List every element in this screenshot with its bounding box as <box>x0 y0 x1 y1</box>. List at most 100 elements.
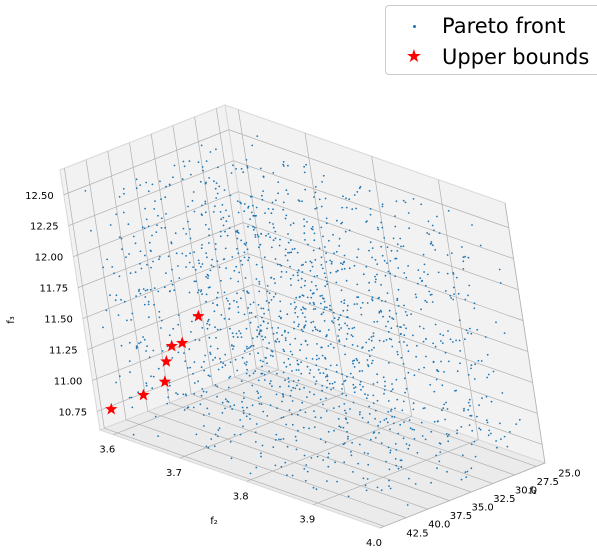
pareto-point <box>371 299 374 302</box>
pareto-point <box>189 252 192 255</box>
pareto-point <box>246 291 249 294</box>
pareto-point <box>447 330 449 332</box>
pareto-point <box>102 326 104 329</box>
pareto-point <box>208 413 211 415</box>
pareto-point <box>252 344 255 347</box>
pareto-point <box>391 383 393 385</box>
z-tick-label: 12.25 <box>30 222 59 233</box>
pareto-point <box>385 460 387 463</box>
pareto-point <box>427 273 429 276</box>
pareto-point <box>272 226 275 229</box>
pareto-point <box>393 416 396 418</box>
pareto-point <box>319 372 321 374</box>
x-gridline-wall <box>150 134 192 395</box>
pareto-point <box>314 328 317 331</box>
pareto-point <box>148 241 151 244</box>
pareto-point <box>314 416 317 418</box>
y-gridline-wall <box>504 202 546 464</box>
pareto-point <box>458 339 461 342</box>
pareto-point <box>366 359 369 361</box>
pareto-point <box>411 428 414 431</box>
pareto-point <box>250 345 253 347</box>
pareto-point <box>470 332 473 335</box>
pareto-point <box>394 443 397 445</box>
pareto-point <box>254 370 257 373</box>
pareto-point <box>402 199 405 202</box>
pareto-point <box>499 282 502 284</box>
pareto-point <box>207 374 210 377</box>
pareto-point <box>258 283 261 285</box>
pareto-point <box>287 251 289 254</box>
x-tick-label: 27.5 <box>537 477 559 488</box>
pareto-point <box>333 429 335 432</box>
pareto-point <box>428 290 431 293</box>
pareto-point <box>215 148 217 151</box>
pareto-point <box>183 165 186 168</box>
pareto-point <box>405 443 408 445</box>
pareto-point <box>193 361 196 363</box>
pareto-point <box>106 258 108 261</box>
pareto-point <box>262 360 264 363</box>
pareto-point <box>271 201 274 204</box>
pareto-point <box>310 296 313 299</box>
pareto-point <box>388 485 390 487</box>
pareto-point <box>273 278 275 280</box>
pareto-point <box>470 364 473 367</box>
pareto-point <box>134 242 137 245</box>
pareto-point <box>278 315 281 318</box>
pareto-point <box>147 190 150 193</box>
pareto-point <box>114 299 117 302</box>
pareto-point <box>214 205 216 208</box>
pareto-point <box>312 292 315 295</box>
pareto-point <box>418 368 420 371</box>
pareto-point <box>434 323 437 326</box>
pareto-point <box>304 316 306 318</box>
pareto-point <box>441 342 444 344</box>
pareto-point <box>300 264 303 267</box>
pareto-point <box>309 269 312 272</box>
pareto-point <box>300 277 303 280</box>
pareto-point <box>160 227 163 229</box>
pareto-point <box>365 489 368 492</box>
pareto-point <box>240 380 243 382</box>
pareto-point <box>327 465 330 468</box>
pareto-point <box>260 329 263 332</box>
pareto-point <box>365 341 368 344</box>
pareto-point <box>430 241 433 243</box>
pareto-point <box>423 407 426 409</box>
pareto-point <box>324 197 327 200</box>
pareto-point <box>339 314 342 317</box>
pareto-point <box>321 294 323 297</box>
pareto-point <box>384 274 387 277</box>
upper-bound-star <box>137 388 150 401</box>
pareto-point <box>370 362 373 365</box>
pareto-point <box>351 344 354 346</box>
pareto-point <box>374 281 377 283</box>
pareto-point <box>295 439 298 442</box>
pareto-point <box>157 214 159 217</box>
pareto-point <box>351 441 353 444</box>
pareto-point <box>325 368 327 370</box>
pareto-point <box>325 217 328 220</box>
pareto-point <box>410 313 412 315</box>
pareto-point <box>137 391 140 394</box>
pareto-point <box>345 412 347 415</box>
pareto-point <box>388 468 391 471</box>
pareto-point <box>280 465 283 468</box>
pareto-point <box>265 357 267 359</box>
pareto-point <box>259 330 261 333</box>
pareto-point <box>284 339 287 342</box>
pareto-point <box>392 237 395 240</box>
pareto-point <box>327 345 330 347</box>
pareto-point <box>363 451 366 454</box>
pareto-point <box>455 339 457 342</box>
pareto-point <box>298 388 301 391</box>
pareto-point <box>250 211 253 214</box>
pareto-point <box>315 358 318 361</box>
pareto-point <box>200 366 203 368</box>
pareto-point <box>315 488 318 491</box>
pareto-point <box>406 504 409 506</box>
pareto-point <box>444 418 446 421</box>
pareto-point <box>335 281 338 284</box>
pareto-point <box>270 212 273 215</box>
